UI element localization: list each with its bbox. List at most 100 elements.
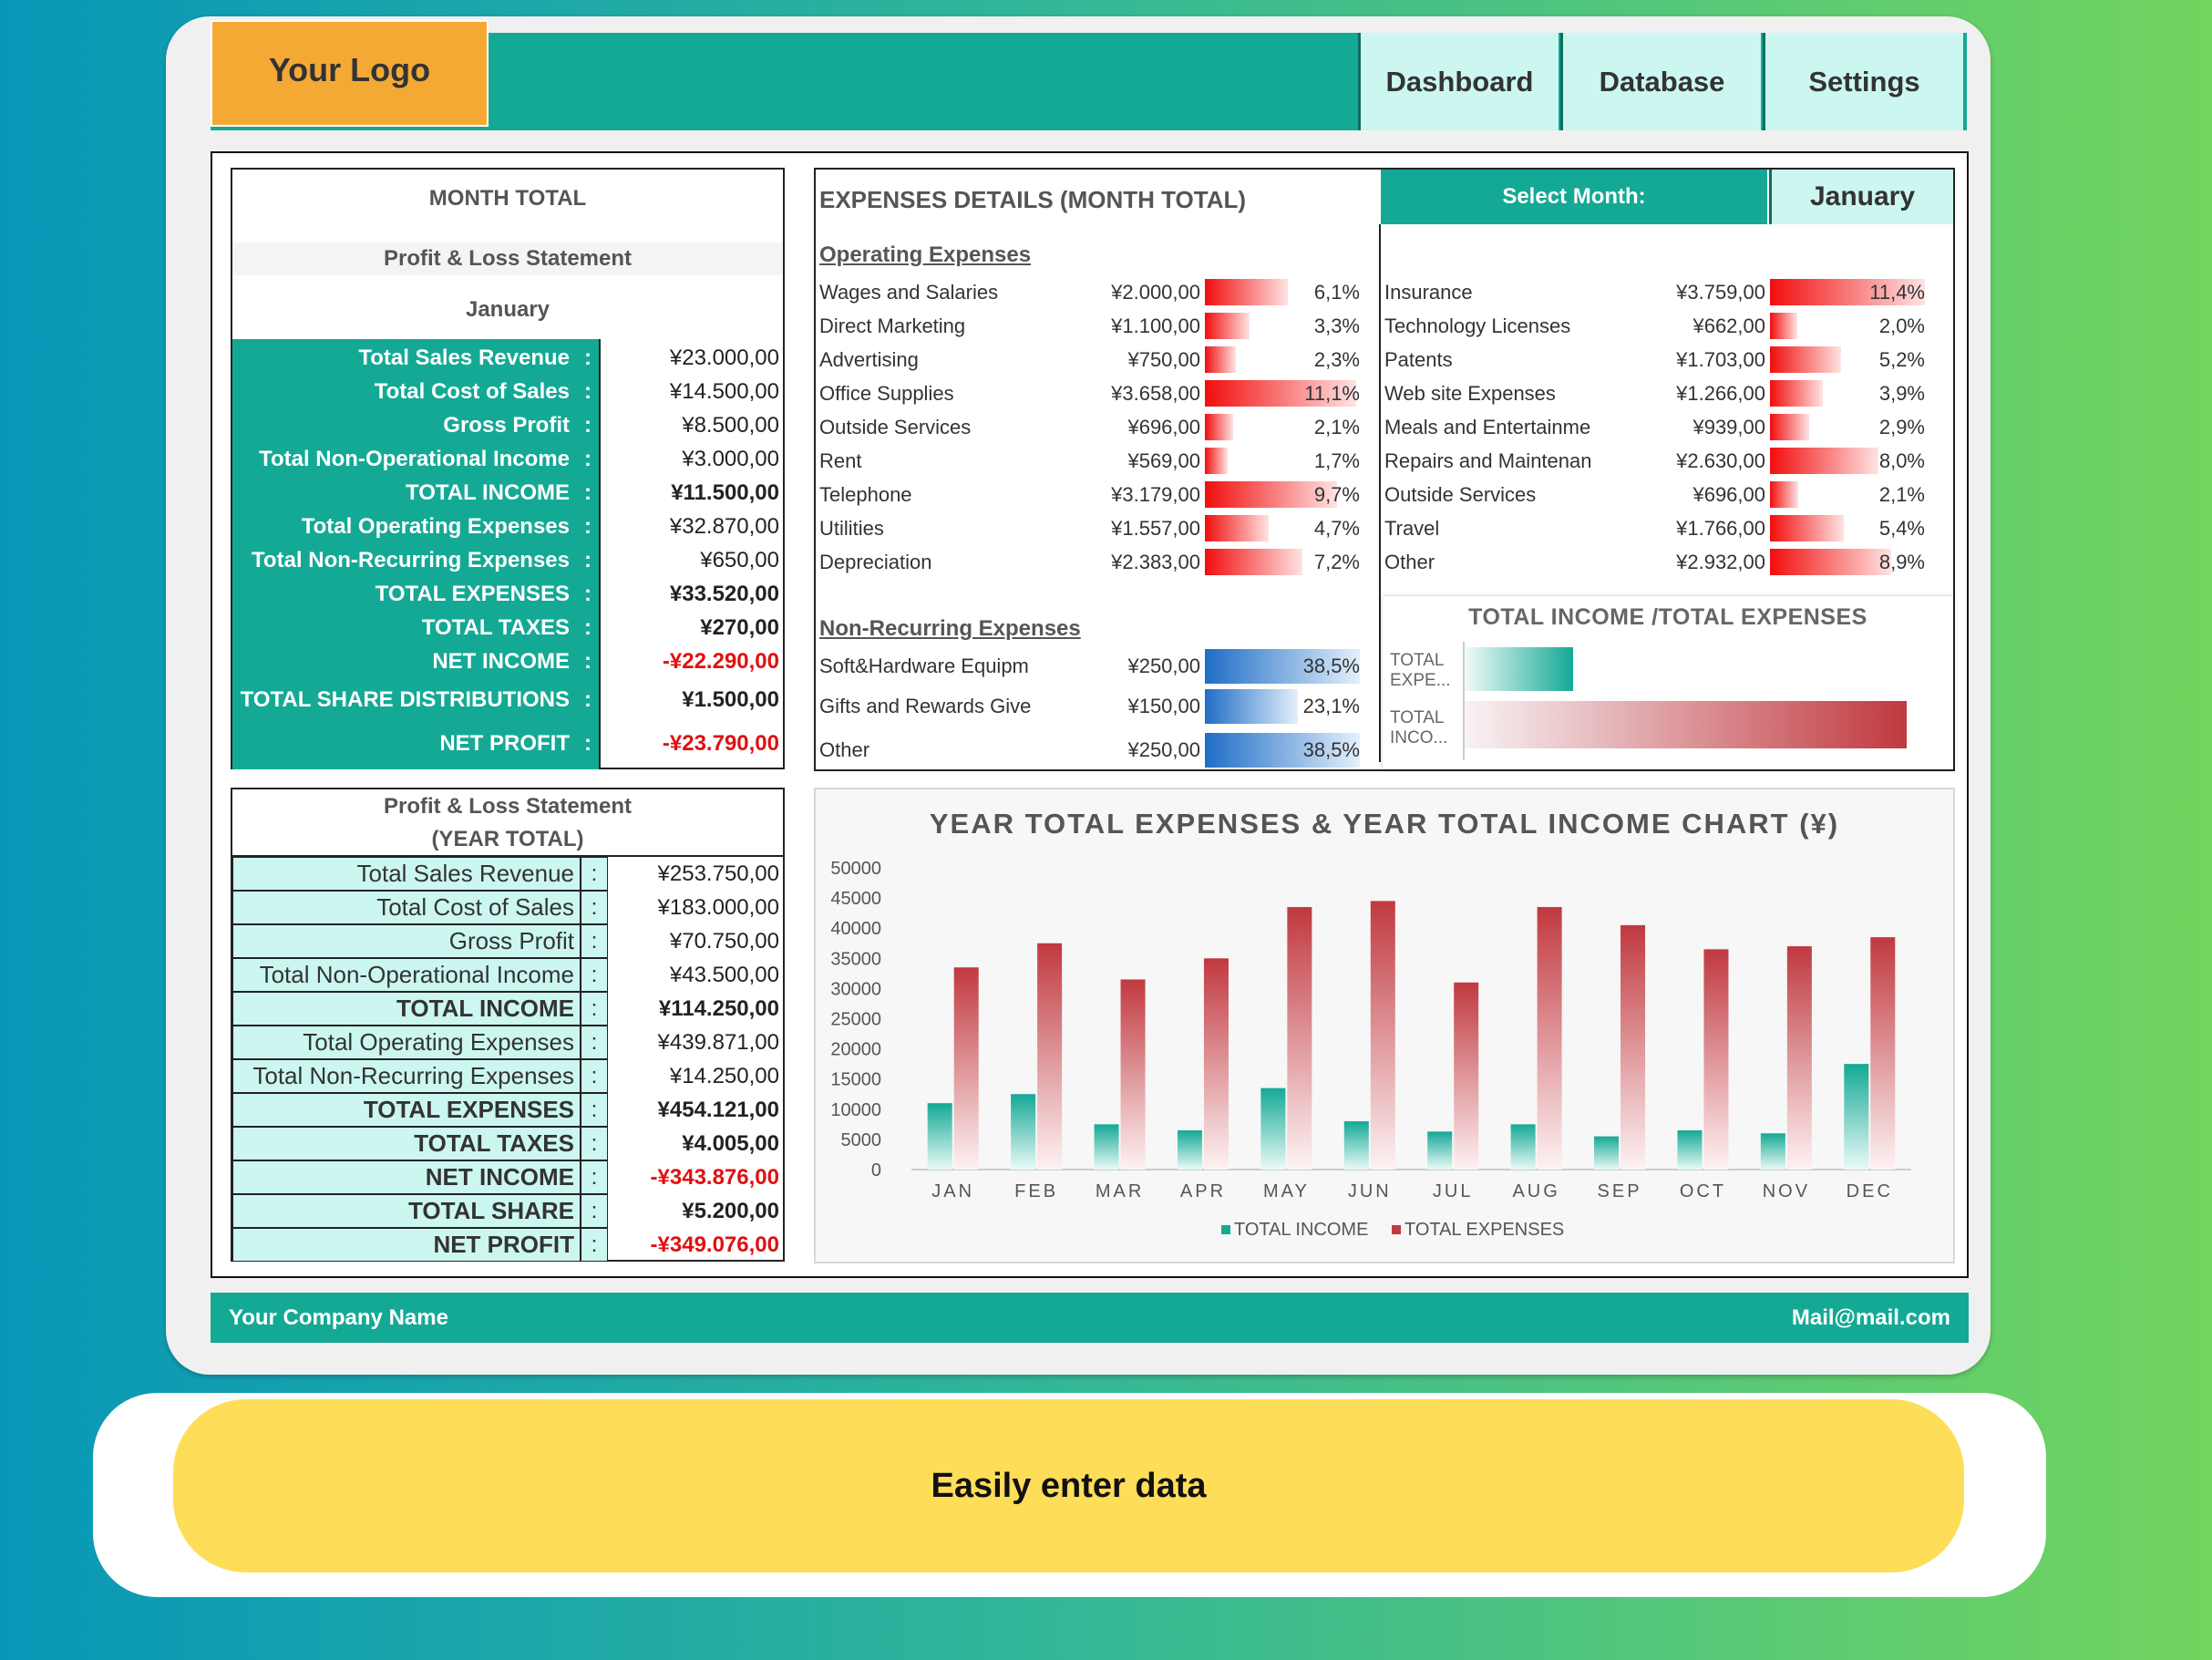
year-pl-row-value: ¥183.000,00 xyxy=(657,894,779,920)
expense-bar xyxy=(1205,481,1337,508)
month-pl-row-label: Total Non-Operational Income xyxy=(259,446,570,471)
expense-row: Advertising ¥750,00 2,3% xyxy=(819,343,1366,376)
month-pl-row-label: Gross Profit xyxy=(443,412,570,438)
legend-expenses: TOTAL EXPENSES xyxy=(1404,1220,1564,1240)
year-pl-row-colon: : xyxy=(581,1194,608,1228)
expense-amount: ¥696,00 xyxy=(1692,482,1765,506)
year-pl-row-label: Total Non-Recurring Expenses xyxy=(232,1059,581,1093)
expenses-divider xyxy=(1379,224,1381,762)
expense-name: Technology Licenses xyxy=(1384,314,1571,337)
expense-percent: 2,1% xyxy=(1878,482,1925,506)
expense-percent: 3,9% xyxy=(1878,381,1925,405)
month-pl-row-value: ¥270,00 xyxy=(700,614,779,640)
expense-bar xyxy=(1205,346,1236,373)
expense-percent: 11,4% xyxy=(1869,280,1925,304)
month-pl-row-value: ¥11.500,00 xyxy=(671,479,779,505)
y-tick-label: 40000 xyxy=(830,919,881,939)
month-pl-row-value: ¥23.000,00 xyxy=(669,345,779,370)
expense-bar xyxy=(1205,448,1228,474)
year-pl-row-colon: : xyxy=(581,1160,608,1194)
month-pl-row-colon: : xyxy=(584,513,592,539)
month-pl-row-value: -¥22.290,00 xyxy=(662,648,779,674)
month-pl-row-label: TOTAL TAXES xyxy=(421,614,570,640)
expense-bar xyxy=(1205,549,1302,575)
month-pl-panel: MONTH TOTAL Profit & Loss Statement Janu… xyxy=(231,168,785,769)
legend-swatch-expenses xyxy=(1392,1225,1401,1234)
logo[interactable]: Your Logo xyxy=(211,20,489,127)
nav-dashboard-button[interactable]: Dashboard xyxy=(1358,33,1559,130)
expense-percent: 6,1% xyxy=(1313,280,1360,304)
expense-bar xyxy=(1770,279,1925,305)
month-pl-row-label: Total Sales Revenue xyxy=(358,345,570,370)
month-pl-row-colon: : xyxy=(584,345,592,370)
bar-total-expenses xyxy=(1620,924,1646,1170)
income-expense-bar xyxy=(1465,701,1907,748)
x-tick-label: AUG xyxy=(1512,1181,1559,1201)
expense-row: Utilities ¥1.557,00 4,7% xyxy=(819,511,1366,545)
month-pl-row-colon: : xyxy=(584,547,592,572)
nav-settings-button[interactable]: Settings xyxy=(1763,33,1963,130)
year-pl-row-colon: : xyxy=(581,1127,608,1160)
expense-percent: 7,2% xyxy=(1313,550,1360,573)
expense-row: Rent ¥569,00 1,7% xyxy=(819,444,1366,478)
expense-name: Web site Expenses xyxy=(1384,381,1556,405)
year-pl-row-value: ¥253.750,00 xyxy=(657,861,779,886)
income-expense-label-line2: INCO... xyxy=(1390,728,1448,748)
expense-amount: ¥3.759,00 xyxy=(1676,280,1765,304)
month-pl-row-value: ¥8.500,00 xyxy=(682,412,779,438)
expense-bar xyxy=(1205,689,1298,724)
expense-row: Travel ¥1.766,00 5,4% xyxy=(1384,511,1931,545)
year-pl-row-value: -¥343.876,00 xyxy=(650,1164,779,1190)
bar-total-expenses xyxy=(1537,907,1562,1170)
expense-name: Meals and Entertainme xyxy=(1384,415,1591,438)
year-pl-subtitle: (YEAR TOTAL) xyxy=(431,827,584,851)
expense-bar xyxy=(1770,346,1841,373)
x-tick-label: JAN xyxy=(931,1181,974,1201)
expense-name: Telephone xyxy=(819,482,912,506)
expense-amount: ¥2.383,00 xyxy=(1111,550,1200,573)
expense-bar xyxy=(1770,380,1823,407)
expense-amount: ¥2.630,00 xyxy=(1676,449,1765,472)
x-tick-label: JUN xyxy=(1348,1181,1392,1201)
month-pl-row-colon: : xyxy=(584,412,592,438)
year-pl-row-label: TOTAL SHARE xyxy=(232,1194,581,1228)
y-tick-label: 15000 xyxy=(830,1070,881,1090)
bar-total-expenses xyxy=(1203,958,1229,1170)
year-pl-row-label: NET INCOME xyxy=(232,1160,581,1194)
bar-total-expenses xyxy=(1703,949,1729,1170)
expense-row: Insurance ¥3.759,00 11,4% xyxy=(1384,275,1931,309)
expense-amount: ¥150,00 xyxy=(1127,695,1200,717)
expense-name: Outside Services xyxy=(1384,482,1537,506)
income-expense-chart-title: TOTAL INCOME /TOTAL EXPENSES xyxy=(1468,603,1867,630)
month-pl-row-colon: : xyxy=(584,378,592,404)
bar-total-expenses xyxy=(1786,946,1812,1170)
year-pl-row-label: Total Sales Revenue xyxy=(232,857,581,891)
y-tick-label: 10000 xyxy=(830,1100,881,1120)
month-select-dropdown[interactable]: January xyxy=(1769,170,1953,224)
expense-name: Repairs and Maintenan xyxy=(1384,449,1592,472)
contact-mail[interactable]: Mail@mail.com xyxy=(1791,1304,1950,1330)
year-pl-row-colon: : xyxy=(581,857,608,891)
bar-total-expenses xyxy=(953,967,979,1170)
year-pl-row-colon: : xyxy=(581,924,608,958)
expense-percent: 3,3% xyxy=(1313,314,1360,337)
legend-income: TOTAL INCOME xyxy=(1234,1220,1368,1240)
nonrecurring-row: Soft&Hardware Equipm ¥250,00 38,5% xyxy=(819,647,1366,686)
expense-row: Depreciation ¥2.383,00 7,2% xyxy=(819,545,1366,579)
month-pl-row-value: ¥33.520,00 xyxy=(669,581,779,606)
expenses-panel: EXPENSES DETAILS (MONTH TOTAL) Select Mo… xyxy=(814,168,1955,771)
month-pl-divider xyxy=(599,339,601,769)
expense-bar xyxy=(1770,414,1809,440)
expense-bar xyxy=(1770,448,1878,474)
expense-bar xyxy=(1205,733,1360,768)
expense-amount: ¥3.658,00 xyxy=(1111,381,1200,405)
nav-database-button[interactable]: Database xyxy=(1560,33,1761,130)
expense-percent: 2,9% xyxy=(1878,415,1925,438)
nonrecurring-row: Other ¥250,00 38,5% xyxy=(819,731,1366,769)
expense-percent: 38,5% xyxy=(1302,655,1360,677)
bar-total-income xyxy=(1177,1129,1202,1170)
expense-name: Other xyxy=(1384,550,1435,573)
expense-amount: ¥750,00 xyxy=(1127,347,1200,371)
expense-row: Other ¥2.932,00 8,9% xyxy=(1384,545,1931,579)
bar-total-expenses xyxy=(1454,982,1479,1170)
